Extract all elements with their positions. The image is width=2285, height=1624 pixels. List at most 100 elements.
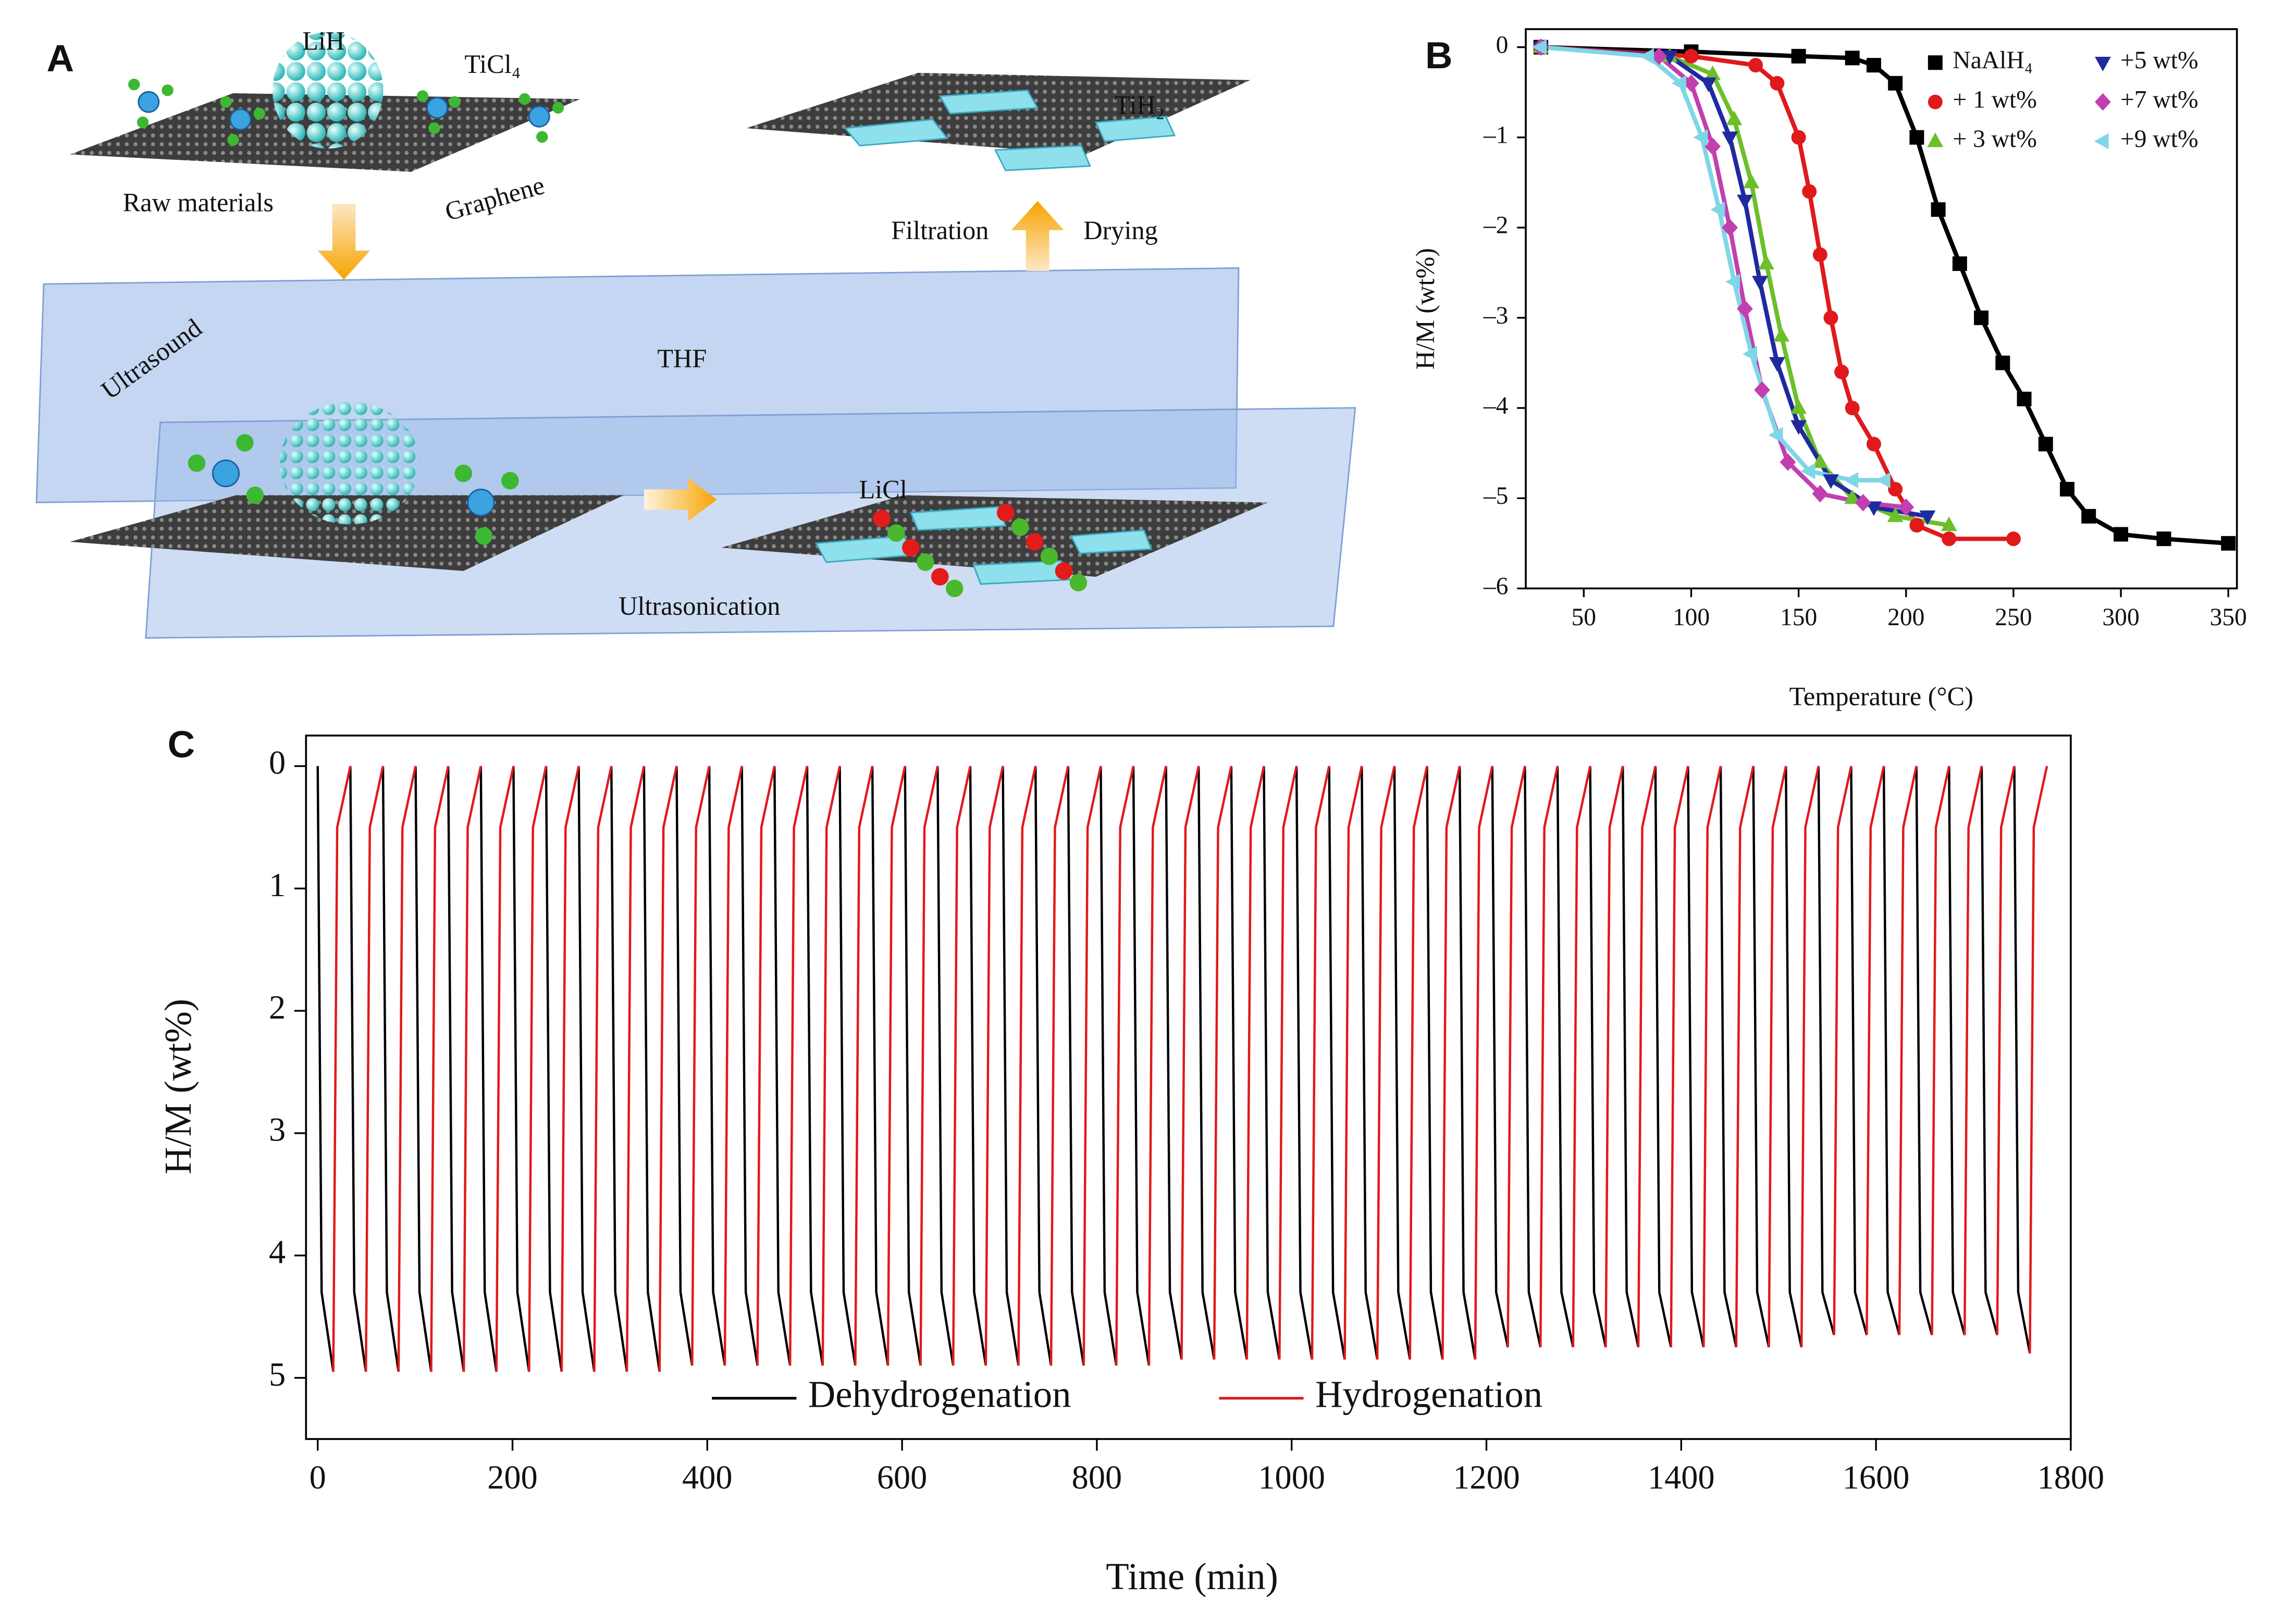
data-point xyxy=(1752,276,1768,291)
chlorine-atom xyxy=(416,90,429,102)
x-tick-label: 1600 xyxy=(1843,1459,1910,1496)
data-point xyxy=(1909,130,1924,145)
data-point xyxy=(1823,310,1838,325)
graphene-sheet xyxy=(746,72,1251,155)
legend-label: +7 wt% xyxy=(2120,86,2198,114)
chlorine-atom xyxy=(220,96,232,108)
ticl4-molecule xyxy=(212,459,240,488)
panel-label: B xyxy=(1425,34,1453,77)
chlorine-atom xyxy=(518,93,530,105)
diagram-label: Filtration xyxy=(891,216,989,245)
chlorine-atom xyxy=(536,131,548,143)
ticl4-molecule xyxy=(528,105,550,128)
licl-chain xyxy=(1011,518,1029,536)
legend-marker xyxy=(1928,94,1943,109)
data-point xyxy=(1834,364,1849,379)
x-tick-label: 1000 xyxy=(1258,1459,1325,1496)
plot-frame xyxy=(305,734,2072,1440)
data-point xyxy=(1768,427,1783,443)
data-point xyxy=(1888,76,1903,91)
tih2-slab xyxy=(972,560,1071,585)
tih2-slab xyxy=(844,118,949,147)
y-tick-label: –4 xyxy=(1483,392,1509,419)
legend-label: NaAlH₄ xyxy=(1953,47,2033,74)
data-point xyxy=(2038,437,2053,452)
legend-marker xyxy=(1927,132,1944,147)
data-point xyxy=(1919,510,1936,525)
x-tick-label: 0 xyxy=(310,1459,326,1496)
diagram-label: Drying xyxy=(1083,216,1158,245)
data-point xyxy=(1844,489,1861,504)
chlorine-atom xyxy=(128,78,564,545)
y-axis-label: H/M (wt%) xyxy=(157,999,199,1174)
data-point xyxy=(2017,391,2032,406)
licl-chain xyxy=(902,539,920,556)
x-tick-label: 300 xyxy=(2102,604,2139,631)
data-point xyxy=(1705,65,1721,80)
x-axis-label: Time (min) xyxy=(1106,1555,1278,1597)
data-line xyxy=(1540,45,2014,541)
data-point xyxy=(1790,420,1807,435)
x-tick-label: 400 xyxy=(682,1459,732,1496)
legend-label: +9 wt% xyxy=(2120,126,2198,153)
chlorine-atom xyxy=(552,102,564,114)
data-point xyxy=(2221,536,2236,551)
data-point xyxy=(1791,48,1806,64)
chlorine-atom xyxy=(227,134,239,146)
data-point xyxy=(1754,381,1770,399)
y-tick-label: 1 xyxy=(269,866,286,903)
chlorine-atom xyxy=(475,527,493,545)
data-point xyxy=(1812,247,1827,262)
data-point xyxy=(1737,194,1753,209)
data-point xyxy=(1684,48,1699,64)
licl-chain xyxy=(873,510,891,527)
data-point xyxy=(1661,50,1678,65)
x-tick-label: 1800 xyxy=(2037,1459,2105,1496)
ticl4-molecule xyxy=(426,96,448,119)
data-point xyxy=(1726,110,1743,126)
y-tick-label: 3 xyxy=(269,1111,286,1148)
diagram-label: LiCl xyxy=(859,475,907,504)
licl-chain xyxy=(887,524,905,542)
y-tick-label: 0 xyxy=(1496,31,1509,58)
licl-chain xyxy=(1069,574,1088,591)
x-tick-label: 600 xyxy=(877,1459,927,1496)
legend-label: + 1 wt% xyxy=(1953,86,2036,114)
y-tick-label: –2 xyxy=(1483,212,1509,239)
data-point xyxy=(1888,481,1903,497)
data-point xyxy=(1887,507,1904,523)
licl-chain xyxy=(1026,533,1044,551)
lih-cluster xyxy=(272,32,384,149)
data-point xyxy=(1780,453,1796,471)
legend-marker xyxy=(1928,55,1943,70)
arrow xyxy=(1011,201,1064,271)
y-tick-label: –6 xyxy=(1483,573,1509,600)
data-point xyxy=(1672,75,1687,92)
data-point xyxy=(1710,201,1725,218)
arrow xyxy=(644,477,717,522)
chlorine-atom xyxy=(428,122,440,134)
data-point xyxy=(1790,399,1807,414)
chlorine-atom xyxy=(236,434,254,452)
tih2-slab xyxy=(814,89,1176,585)
x-tick-label: 200 xyxy=(1887,604,1924,631)
x-tick-label: 1200 xyxy=(1453,1459,1520,1496)
data-point xyxy=(1812,485,1829,503)
data-point xyxy=(1802,184,1817,199)
data-point xyxy=(1722,131,1738,146)
x-tick-label: 250 xyxy=(1995,604,2032,631)
tih2-slab xyxy=(909,506,1007,531)
data-point xyxy=(1722,219,1738,237)
chlorine-atom xyxy=(162,84,174,96)
diagram-label: Graphene xyxy=(442,170,548,227)
chlorine-atom xyxy=(188,454,206,472)
data-point xyxy=(1974,310,1989,325)
data-line xyxy=(316,766,2031,1372)
data-line xyxy=(1540,45,1885,482)
y-axis-label: H/M (wt%) xyxy=(1411,248,1440,369)
data-point xyxy=(1855,494,1871,512)
data-point xyxy=(1769,357,1785,372)
x-tick-label: 800 xyxy=(1072,1459,1122,1496)
diagram-label: Ultrasonication xyxy=(619,591,780,621)
